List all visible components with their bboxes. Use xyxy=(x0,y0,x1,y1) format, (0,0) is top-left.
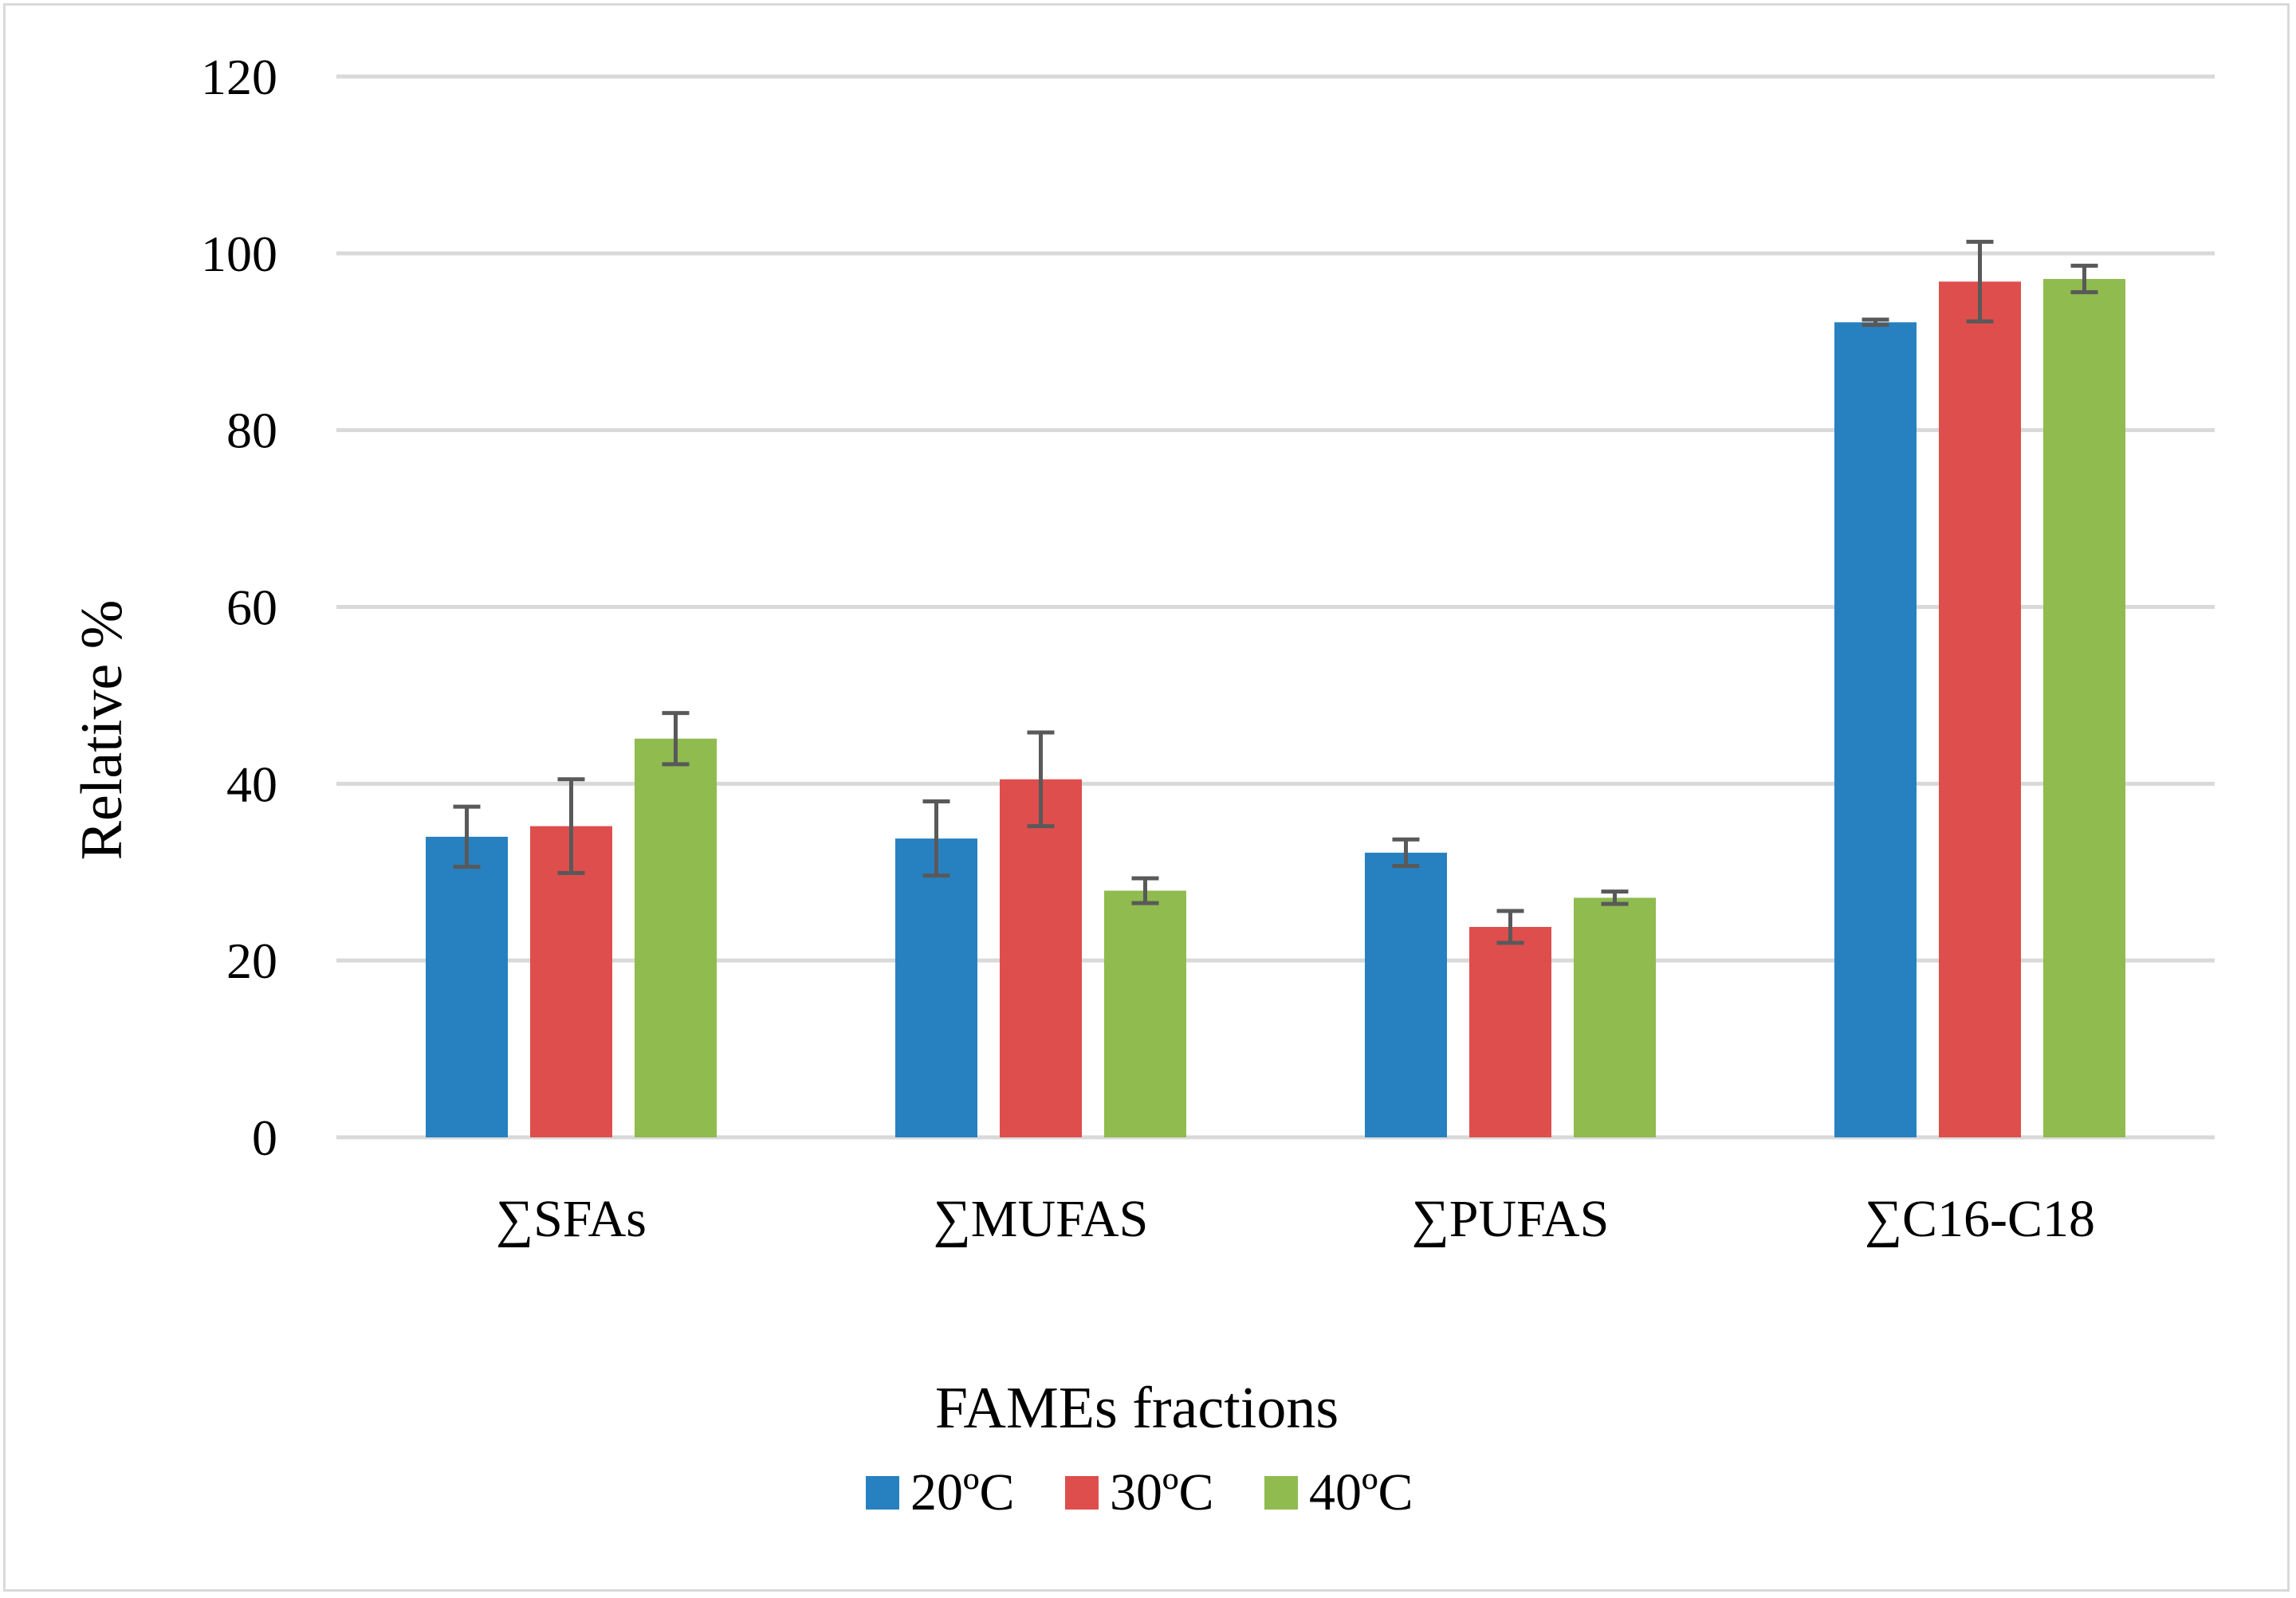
y-tick-labels: 0 20 40 60 80 100 120 xyxy=(201,49,277,1166)
legend-swatch xyxy=(866,1476,899,1510)
y-tick-label: 100 xyxy=(201,226,277,282)
bar xyxy=(1000,779,1082,1137)
error-bar xyxy=(2070,263,2098,295)
error-bar xyxy=(1496,909,1524,945)
bar xyxy=(1104,890,1186,1137)
x-tick-labels: ∑SFAs ∑MUFAS ∑PUFAS ∑C16-C18 xyxy=(496,1190,2095,1248)
legend-label: 30ºC xyxy=(1110,1463,1214,1521)
error-bar xyxy=(1966,239,1994,324)
error-bar xyxy=(453,804,481,870)
error-bar xyxy=(922,799,950,878)
legend-label: 20ºC xyxy=(910,1463,1015,1521)
x-tick-label: ∑MUFAS xyxy=(934,1190,1149,1248)
legend-label: 40ºC xyxy=(1309,1463,1413,1521)
bar xyxy=(1939,281,2021,1137)
error-bar xyxy=(1131,876,1159,905)
error-bar xyxy=(1027,730,1055,829)
y-tick-label: 40 xyxy=(226,756,277,812)
legend: 20ºC 30ºC 40ºC xyxy=(866,1463,1413,1521)
error-bar xyxy=(1862,317,1889,328)
y-axis-title: Relative % xyxy=(69,600,135,861)
legend-swatch xyxy=(1264,1476,1298,1510)
legend-item: 30ºC xyxy=(1065,1463,1214,1521)
bars xyxy=(426,278,2125,1138)
bar xyxy=(426,836,508,1137)
legend-swatch xyxy=(1065,1476,1099,1510)
x-tick-label: ∑C16-C18 xyxy=(1865,1190,2095,1248)
bar xyxy=(1365,852,1447,1137)
error-bar xyxy=(1392,837,1420,868)
legend-item: 40ºC xyxy=(1264,1463,1413,1521)
error-bar xyxy=(557,777,585,875)
bar xyxy=(1834,322,1917,1137)
bar xyxy=(1469,927,1551,1137)
bar xyxy=(530,826,612,1137)
x-tick-label: ∑SFAs xyxy=(496,1190,647,1248)
error-bar xyxy=(1601,889,1629,906)
bar xyxy=(895,838,977,1137)
y-tick-label: 20 xyxy=(226,932,277,989)
chart-frame xyxy=(3,3,2290,1592)
x-axis-title: FAMEs fractions xyxy=(935,1376,1339,1441)
bar xyxy=(635,738,717,1137)
y-tick-label: 80 xyxy=(226,402,277,459)
y-tick-label: 120 xyxy=(201,49,277,105)
x-tick-label: ∑PUFAS xyxy=(1412,1190,1610,1248)
grid-lines xyxy=(336,74,2215,1140)
y-tick-label: 60 xyxy=(226,579,277,636)
error-bars xyxy=(453,239,2098,945)
y-tick-label: 0 xyxy=(252,1109,277,1166)
bar xyxy=(1574,897,1656,1137)
bar xyxy=(2043,278,2125,1138)
legend-item: 20ºC xyxy=(866,1463,1015,1521)
error-bar xyxy=(662,711,690,767)
